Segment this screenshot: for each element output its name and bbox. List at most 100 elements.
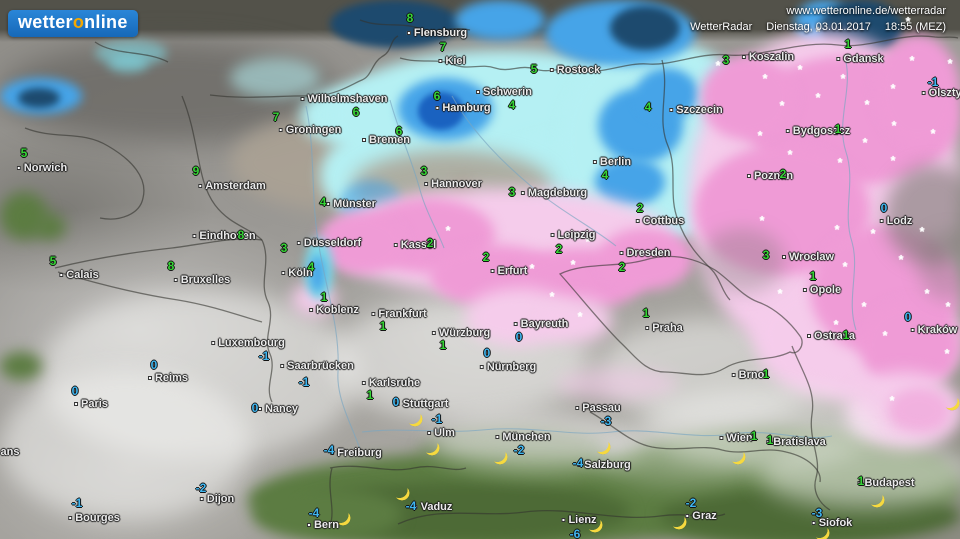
city-name: Bourges (75, 512, 120, 524)
city-label-wien: Wien (719, 432, 753, 444)
city-label-rostock: Rostock (549, 64, 601, 76)
city-label-koszalin: Koszalin (741, 51, 794, 63)
city-label-magdeburg: Magdeburg (520, 187, 587, 199)
snowflake-icon: * (837, 154, 843, 170)
snowflake-icon: * (715, 57, 721, 73)
city-dot (427, 431, 432, 435)
snowflake-icon: * (815, 89, 821, 105)
city-label-ulm: Ulm (427, 427, 455, 439)
city-dot (296, 241, 301, 245)
moon-icon (595, 439, 611, 455)
city-dot (74, 402, 79, 406)
city-dot (495, 435, 500, 439)
city-dot (619, 251, 624, 255)
city-name: Budapest (864, 477, 915, 489)
city-label-ostrava: Ostrava (807, 330, 855, 342)
border-slovakia-hungary (791, 345, 831, 511)
city-name: Bruxelles (180, 274, 231, 286)
city-label-bremen: Bremen (362, 134, 410, 146)
city-name: Rostock (556, 64, 601, 76)
city-label-frankfurt: Frankfurt (371, 308, 427, 320)
snowflake-icon: * (570, 256, 576, 272)
city-dot (173, 278, 178, 282)
snowflake-icon: * (757, 127, 763, 143)
city-dot (330, 451, 335, 455)
city-dot (280, 364, 285, 368)
city-label-bruxelles: Bruxelles (173, 274, 231, 286)
city-label-bern: Bern (306, 519, 339, 531)
moon-icon (944, 395, 960, 411)
city-dot (785, 129, 790, 133)
temp-badge-karlsruhe: 1 (366, 388, 374, 402)
city-name: Luxembourg (218, 337, 285, 349)
city-dot (490, 269, 495, 273)
temp-badge-gdansk: 1 (844, 37, 852, 51)
city-label-erfurt: Erfurt (490, 265, 527, 277)
temp-badge-wilhelmshaven: 6 (352, 105, 360, 119)
temp-badge-nancy: 0 (251, 401, 259, 415)
snowflake-icon: * (870, 225, 876, 241)
temp-badge-lienz: -6 (569, 527, 581, 539)
city-name: Ulm (434, 427, 455, 439)
city-name: Passau (582, 402, 621, 414)
moon-icon (407, 411, 423, 427)
temp-badge-wrzburg: 1 (439, 338, 447, 352)
snowflake-icon: * (787, 146, 793, 162)
city-dot (424, 182, 429, 186)
city-name: Dijon (206, 493, 235, 505)
city-name: Bratislava (773, 436, 826, 448)
city-dot (561, 518, 566, 522)
city-name: Kiel (445, 55, 466, 67)
city-dot (371, 312, 376, 316)
city-dot (435, 106, 440, 110)
temp-badge-szczecin: 4 (644, 100, 652, 114)
temp-badge-koblenz: 1 (320, 290, 328, 304)
temp-badge-eindhoven: 8 (237, 228, 245, 242)
city-label-hannover: Hannover (424, 178, 482, 190)
temp-badge-graz: -2 (685, 496, 697, 510)
city-label-dsseldorf: Düsseldorf (296, 237, 361, 249)
border-benelux-germany (261, 239, 273, 403)
city-label-bratislava: Bratislava (766, 436, 826, 448)
temp-badge-saarbrcken: -1 (298, 375, 310, 389)
wetteronline-logo[interactable]: wetteronline (8, 10, 138, 37)
city-dot (520, 191, 525, 195)
temp-badge-praha: 1 (642, 306, 650, 320)
temp-badge-budapest: 1 (857, 474, 865, 488)
snowflake-icon: * (762, 70, 768, 86)
city-label-mnchen: München (495, 431, 551, 443)
river-weser (389, 99, 445, 249)
temp-badge-salzburg: -4 (572, 456, 584, 470)
city-dot (781, 255, 786, 259)
temp-badge-mnchen: -2 (513, 443, 525, 457)
city-name: Stuttgart (402, 398, 449, 410)
snowflake-icon: * (919, 223, 925, 239)
city-dot (198, 184, 203, 188)
temp-badge-dresden: 2 (618, 260, 626, 274)
city-dot (577, 463, 582, 467)
city-label-kassel: Kassel (393, 239, 436, 251)
city-label-paris: Paris (74, 398, 108, 410)
city-dot (802, 288, 807, 292)
city-name: Gdansk (843, 53, 884, 65)
city-dot (645, 326, 650, 330)
city-label-szczecin: Szczecin (669, 104, 723, 116)
river-lines (305, 61, 857, 457)
city-name: Nürnberg (486, 361, 537, 373)
temp-badge-poznan: 2 (779, 167, 787, 181)
city-name: Bayreuth (520, 318, 569, 330)
snowflake-icon: * (924, 285, 930, 301)
city-dot (476, 90, 481, 94)
moon-icon (730, 449, 746, 465)
city-name: Paris (81, 398, 108, 410)
city-label-koblenz: Koblenz (309, 304, 359, 316)
city-dot (731, 373, 736, 377)
snowflake-icon: * (909, 52, 915, 68)
city-dot (192, 234, 197, 238)
city-dot (438, 59, 443, 63)
coast-england (24, 41, 169, 220)
city-label-amsterdam: Amsterdam (198, 180, 266, 192)
city-name: Kraków (917, 324, 958, 336)
